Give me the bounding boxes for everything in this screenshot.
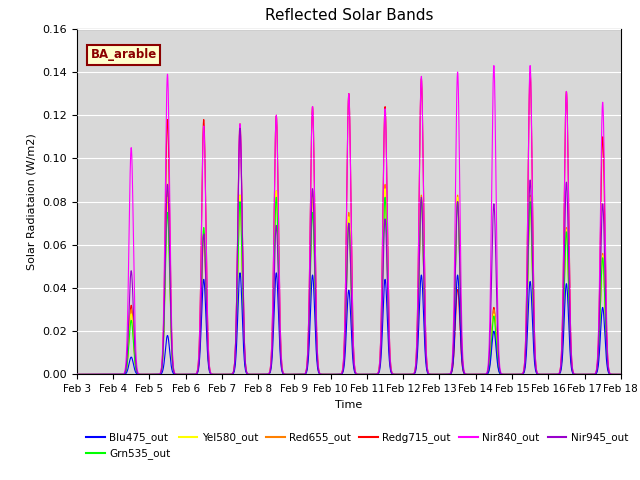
Title: Reflected Solar Bands: Reflected Solar Bands: [264, 9, 433, 24]
Red655_out: [381, 181, 389, 187]
Line: Red655_out: Red655_out: [77, 184, 621, 374]
Redg715_out: [383, 156, 390, 162]
Red655_out: [271, 222, 279, 228]
Nir840_out: [617, 372, 625, 377]
Yel580_out: [175, 372, 183, 377]
Nir945_out: [175, 372, 183, 377]
Redg715_out: [175, 372, 183, 377]
Legend: Blu475_out, Grn535_out, Yel580_out, Red655_out, Redg715_out, Nir840_out, Nir945_: Blu475_out, Grn535_out, Yel580_out, Red6…: [82, 428, 632, 463]
Line: Grn535_out: Grn535_out: [77, 197, 621, 374]
Line: Nir945_out: Nir945_out: [77, 128, 621, 374]
Line: Nir840_out: Nir840_out: [77, 65, 621, 374]
Line: Yel580_out: Yel580_out: [77, 189, 621, 374]
Blu475_out: [485, 367, 493, 373]
Nir945_out: [164, 181, 172, 187]
Grn535_out: [271, 227, 279, 233]
Yel580_out: [271, 222, 279, 228]
Nir840_out: [485, 340, 493, 346]
Red655_out: [73, 372, 81, 377]
Yel580_out: [324, 372, 332, 377]
Red655_out: [617, 372, 625, 377]
Redg715_out: [617, 372, 625, 377]
Text: BA_arable: BA_arable: [90, 48, 157, 61]
Blu475_out: [164, 333, 172, 338]
Nir840_out: [164, 72, 172, 77]
Grn535_out: [617, 372, 625, 377]
Yel580_out: [383, 223, 390, 229]
Grn535_out: [164, 210, 172, 216]
Line: Redg715_out: Redg715_out: [77, 72, 621, 374]
Nir945_out: [73, 372, 81, 377]
Yel580_out: [73, 372, 81, 377]
Nir945_out: [485, 354, 493, 360]
Redg715_out: [73, 372, 81, 377]
Blu475_out: [73, 372, 81, 377]
Line: Blu475_out: Blu475_out: [77, 273, 621, 374]
Blu475_out: [617, 372, 625, 377]
Red655_out: [324, 372, 332, 377]
Redg715_out: [526, 69, 534, 75]
Redg715_out: [164, 117, 172, 122]
Red655_out: [164, 188, 172, 194]
Grn535_out: [383, 230, 390, 236]
Blu475_out: [236, 270, 244, 276]
Nir945_out: [236, 125, 244, 131]
Nir840_out: [73, 372, 81, 377]
Blu475_out: [325, 372, 333, 377]
Blu475_out: [175, 372, 183, 377]
Red655_out: [485, 365, 493, 371]
Redg715_out: [485, 365, 493, 371]
Y-axis label: Solar Radiataion (W/m2): Solar Radiataion (W/m2): [27, 133, 36, 270]
Red655_out: [383, 220, 390, 226]
Nir945_out: [271, 249, 279, 255]
Grn535_out: [485, 365, 493, 371]
Nir945_out: [617, 372, 625, 377]
Yel580_out: [381, 186, 389, 192]
Yel580_out: [164, 194, 172, 200]
Grn535_out: [73, 372, 81, 377]
Nir840_out: [324, 372, 332, 377]
Nir840_out: [175, 372, 183, 377]
Nir945_out: [383, 247, 390, 253]
Blu475_out: [383, 296, 390, 301]
X-axis label: Time: Time: [335, 400, 362, 409]
Redg715_out: [271, 160, 279, 166]
Nir945_out: [325, 372, 333, 377]
Grn535_out: [325, 372, 333, 377]
Redg715_out: [324, 372, 332, 377]
Nir840_out: [271, 160, 279, 166]
Blu475_out: [271, 288, 279, 294]
Yel580_out: [617, 372, 625, 377]
Grn535_out: [175, 372, 183, 377]
Grn535_out: [273, 194, 280, 200]
Red655_out: [175, 372, 183, 377]
Nir840_out: [490, 62, 498, 68]
Yel580_out: [485, 365, 493, 371]
Nir840_out: [383, 158, 390, 164]
